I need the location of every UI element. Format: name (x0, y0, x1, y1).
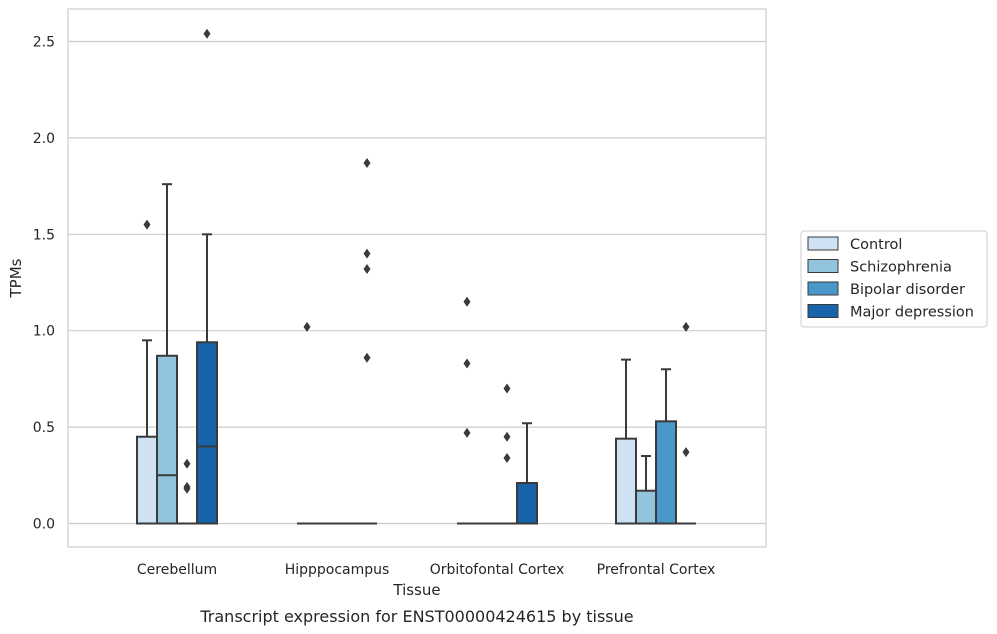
outlier-point (463, 358, 471, 369)
box-group (196, 28, 218, 525)
legend-swatch (807, 304, 839, 318)
x-ticks: Cerebellum Hipppocampus Orbitofontal Corte… (137, 562, 715, 578)
outlier-point (682, 447, 690, 458)
box-group (136, 219, 158, 525)
outlier-point (363, 157, 371, 168)
box-group (615, 358, 637, 525)
box-group (497, 383, 517, 525)
y-tick-label: 0.5 (33, 420, 55, 436)
outlier-point (363, 352, 371, 363)
box-group (357, 157, 377, 525)
outlier-point (503, 383, 511, 394)
box (635, 489, 657, 525)
legend-label: Control (850, 237, 902, 253)
box (655, 420, 677, 525)
legend-swatch (807, 281, 839, 296)
outlier-point (463, 296, 471, 307)
y-tick-label: 1.5 (33, 227, 55, 243)
legend-swatch (807, 259, 839, 273)
plot-frame (67, 8, 767, 548)
outlier-point (363, 248, 371, 259)
outlier-point (143, 219, 151, 230)
box (136, 435, 158, 525)
outlier-point (503, 431, 511, 442)
y-tick-label: 1.0 (33, 324, 55, 340)
outlier-point (363, 264, 371, 275)
outlier-point (183, 483, 191, 494)
x-tick-label: Prefrontal Cortex (597, 562, 716, 578)
y-ticks: 0.0 0.5 1.0 1.5 2.0 2.5 (33, 35, 55, 533)
y-axis-label: TPMs (7, 258, 25, 298)
box (516, 482, 538, 525)
boxplots (136, 28, 696, 525)
outlier-point (682, 321, 690, 332)
outlier-point (203, 28, 211, 39)
box-group (156, 183, 178, 525)
box-group (516, 422, 538, 525)
outlier-point (183, 458, 191, 469)
x-tick-label: Cerebellum (137, 562, 217, 578)
box-group (635, 455, 657, 525)
box-group (676, 321, 696, 525)
box-group (297, 321, 317, 525)
legend-label: Schizophrenia (850, 260, 952, 276)
box (156, 354, 178, 525)
outlier-point (503, 452, 511, 463)
box (615, 437, 637, 525)
y-tick-label: 0.0 (33, 517, 55, 533)
x-axis-label: Tissue (392, 581, 440, 599)
legend-label: Major depression (850, 305, 974, 321)
legend-frame (800, 230, 988, 328)
legend-swatch (807, 236, 839, 251)
chart-caption: Transcript expression for ENST0000042461… (199, 607, 633, 626)
outlier-point (463, 427, 471, 438)
box-group (177, 458, 197, 525)
x-tick-label: Orbitofontal Cortex (430, 562, 565, 578)
legend: Control Schizophrenia Bipolar disorder Majo… (800, 230, 988, 328)
box (196, 341, 218, 525)
outlier-point (303, 321, 311, 332)
x-tick-label: Hipppocampus (285, 562, 390, 578)
box-group (655, 368, 677, 525)
y-tick-label: 2.5 (33, 35, 55, 51)
y-tick-label: 2.0 (33, 131, 55, 147)
box-group (457, 296, 477, 525)
legend-label: Bipolar disorder (850, 282, 965, 298)
